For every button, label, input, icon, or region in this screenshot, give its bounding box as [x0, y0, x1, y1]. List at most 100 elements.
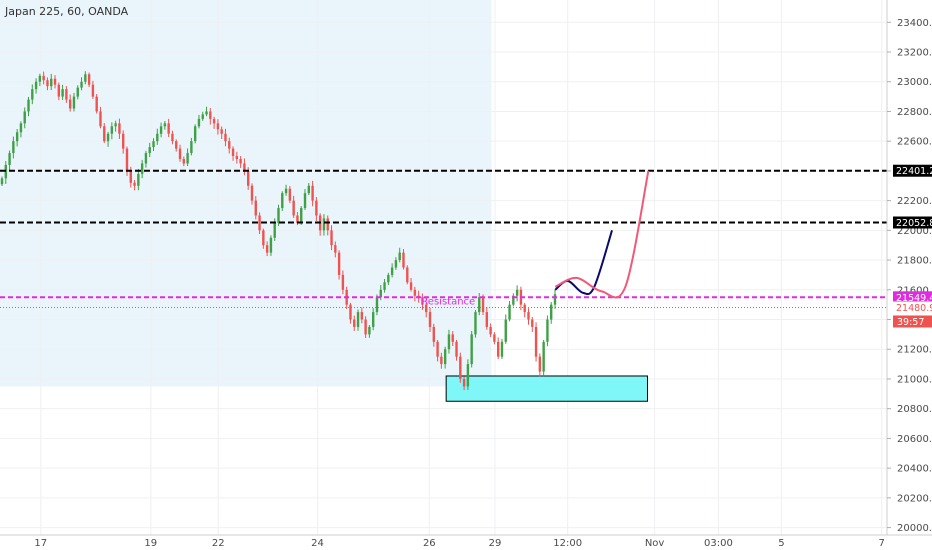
- candle-body: [538, 356, 542, 372]
- candle: [34, 78, 38, 94]
- candle-body: [129, 170, 132, 183]
- candle-body: [296, 215, 299, 223]
- candle-body: [341, 274, 345, 290]
- candle: [258, 212, 261, 235]
- candle: [209, 108, 212, 125]
- candle-body: [12, 141, 15, 154]
- candle-body: [413, 289, 417, 296]
- candle-body: [500, 341, 504, 357]
- chart-title: Japan 225, 60, OANDA: [4, 5, 129, 18]
- candle-body: [443, 349, 447, 365]
- candle-body: [175, 141, 178, 149]
- candle: [443, 346, 447, 369]
- price-tag-level-resistance-bg: [893, 291, 932, 304]
- candle: [470, 330, 473, 368]
- candle: [542, 339, 545, 377]
- candle-body: [432, 326, 435, 342]
- candle: [99, 106, 102, 129]
- candle-body: [182, 159, 186, 164]
- x-tick-label: 22: [212, 538, 225, 549]
- x-tick-label: 5: [778, 538, 784, 549]
- candle-body: [485, 312, 489, 327]
- candle: [175, 139, 178, 152]
- x-tick-label: 7: [878, 538, 884, 549]
- candle-body: [398, 252, 401, 261]
- projections-layer[interactable]: [554, 170, 650, 299]
- candle-body: [114, 123, 117, 127]
- candle: [394, 257, 398, 270]
- candle-body: [68, 99, 72, 109]
- y-tick-label: 23400.0: [897, 18, 932, 29]
- price-tag-last-text: 21480.9: [896, 303, 932, 314]
- candle: [364, 316, 367, 338]
- candle-body: [330, 230, 333, 246]
- candle-body: [50, 78, 53, 87]
- candle: [496, 337, 500, 360]
- candle: [178, 144, 182, 162]
- candle-body: [72, 96, 76, 109]
- candle-body: [447, 334, 451, 350]
- y-tick-label: 21800.0: [897, 256, 932, 267]
- candle: [19, 121, 23, 138]
- candle-body: [53, 78, 57, 85]
- candle: [95, 94, 98, 114]
- candle: [61, 84, 64, 101]
- price-tag-level-upper: 22401.2: [893, 164, 932, 177]
- candle-body: [250, 185, 254, 201]
- candle: [15, 128, 19, 147]
- candle: [53, 75, 57, 89]
- candle-body: [23, 111, 26, 124]
- candle-body: [133, 182, 136, 186]
- candle-body: [38, 75, 42, 82]
- candle: [436, 340, 439, 362]
- candle: [91, 80, 95, 99]
- candle: [462, 376, 466, 391]
- candle: [546, 315, 549, 347]
- candle: [137, 168, 140, 191]
- price-tag-level-resistance: 21549.4: [893, 291, 932, 304]
- candle: [485, 307, 489, 330]
- candle: [193, 124, 197, 144]
- candle: [341, 270, 345, 295]
- levels-layer[interactable]: [0, 169, 887, 308]
- candle-body: [428, 312, 432, 327]
- candle: [239, 156, 242, 168]
- time-axis[interactable]: 17 19 22 24 26 29 12:00 Nov 03:00 5 7: [34, 538, 884, 549]
- candle-body: [34, 81, 38, 90]
- red-path[interactable]: [554, 170, 650, 299]
- candle-body: [15, 132, 19, 142]
- candle: [205, 106, 208, 117]
- candle: [538, 353, 542, 377]
- candle: [421, 293, 424, 311]
- x-tick-label: 19: [144, 538, 157, 549]
- candle-body: [228, 141, 231, 149]
- candle-body: [235, 156, 239, 160]
- candle: [281, 191, 284, 211]
- candle-body: [118, 123, 121, 134]
- candle-body: [281, 193, 284, 209]
- candle-body: [425, 304, 428, 313]
- candle: [201, 111, 204, 121]
- candle: [265, 241, 269, 257]
- candle-body: [163, 123, 167, 127]
- candle-body: [451, 334, 454, 342]
- candle-body: [265, 245, 269, 253]
- candle: [114, 120, 117, 132]
- candle: [23, 107, 26, 129]
- shaded-range: [0, 0, 492, 387]
- support-zone-layer[interactable]: [445, 375, 649, 402]
- candle: [277, 204, 280, 226]
- y-tick-label: 20400.0: [897, 464, 932, 475]
- support-zone-box[interactable]: [445, 375, 649, 402]
- candle: [360, 307, 364, 324]
- candle-body: [466, 364, 470, 387]
- candle: [144, 150, 148, 168]
- candle: [326, 215, 329, 236]
- y-tick-label: 20200.0: [897, 493, 932, 504]
- annotation-label-0: Resistance: [421, 297, 475, 308]
- candle: [447, 329, 451, 354]
- candle: [216, 119, 220, 135]
- candle: [413, 286, 417, 302]
- candle-body: [246, 170, 250, 186]
